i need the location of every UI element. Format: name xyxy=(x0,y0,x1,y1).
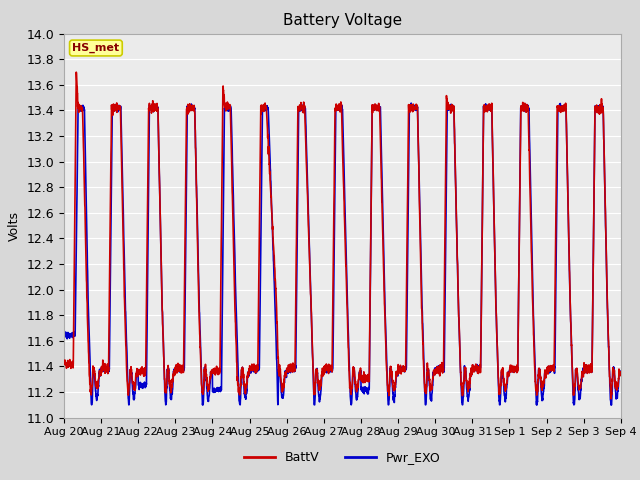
Pwr_EXO xyxy=(407,100,415,106)
Pwr_EXO xyxy=(617,372,625,377)
Y-axis label: Volts: Volts xyxy=(8,211,21,240)
Line: Pwr_EXO: Pwr_EXO xyxy=(64,103,621,405)
Pwr_EXO xyxy=(60,335,68,340)
Pwr_EXO xyxy=(298,108,306,113)
Pwr_EXO xyxy=(274,398,282,404)
BattV xyxy=(274,346,282,351)
Pwr_EXO xyxy=(606,391,614,396)
BattV xyxy=(157,236,164,242)
BattV xyxy=(617,370,625,376)
BattV xyxy=(60,360,68,366)
BattV xyxy=(607,396,615,402)
Legend: BattV, Pwr_EXO: BattV, Pwr_EXO xyxy=(239,446,446,469)
BattV xyxy=(298,105,306,111)
BattV xyxy=(606,381,614,386)
Title: Battery Voltage: Battery Voltage xyxy=(283,13,402,28)
Pwr_EXO xyxy=(157,241,164,247)
Line: BattV: BattV xyxy=(64,72,621,399)
BattV xyxy=(546,365,554,371)
BattV xyxy=(72,69,80,75)
Pwr_EXO xyxy=(124,375,132,381)
Text: HS_met: HS_met xyxy=(72,43,120,53)
Pwr_EXO xyxy=(547,366,554,372)
BattV xyxy=(124,386,132,392)
Pwr_EXO xyxy=(88,402,95,408)
